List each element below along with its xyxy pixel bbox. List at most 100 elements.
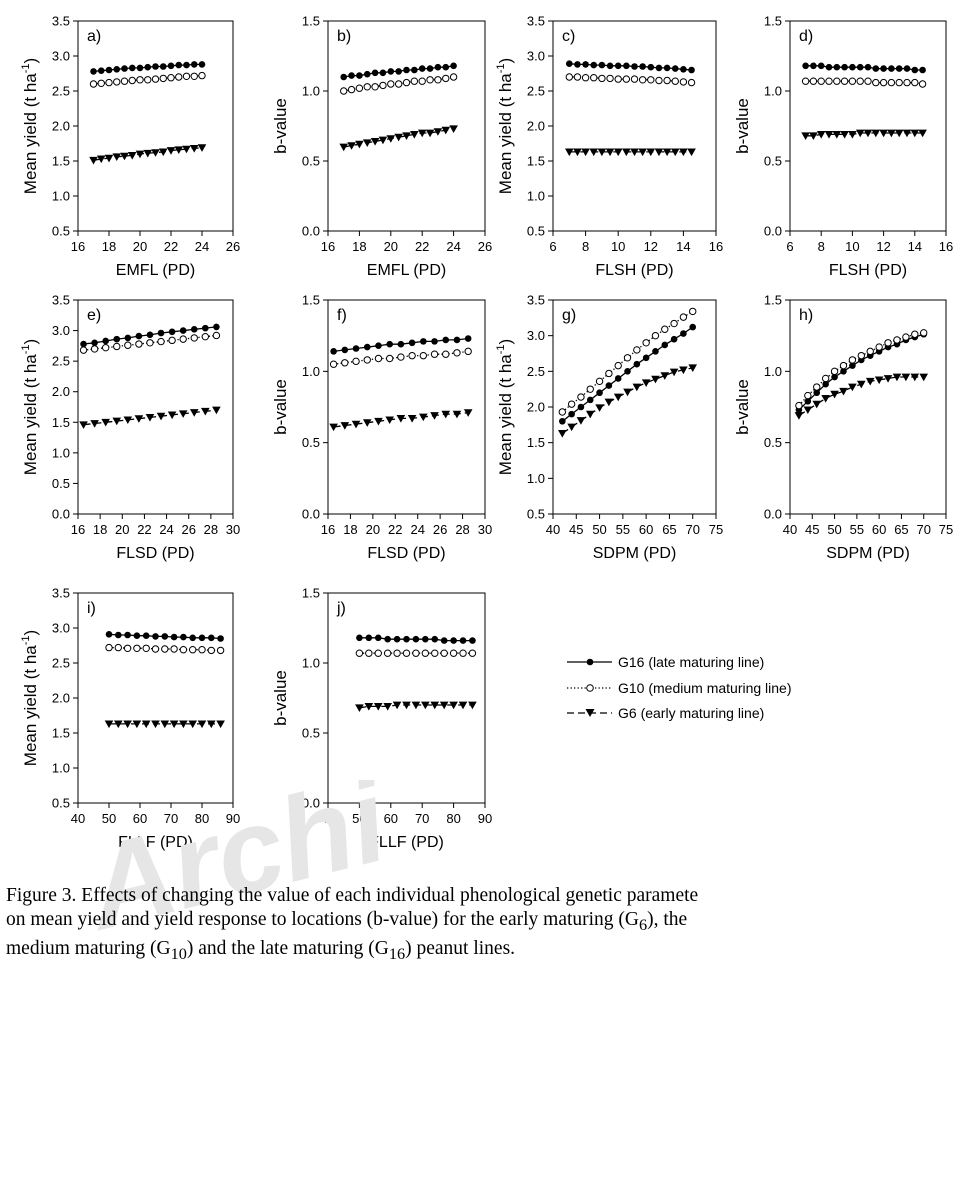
series-line (805, 65, 923, 71)
data-point (459, 649, 467, 657)
data-point (152, 63, 159, 70)
data-point (430, 350, 439, 358)
data-point (840, 77, 849, 85)
data-point (144, 76, 152, 84)
x-tick-label: 40 (546, 522, 560, 537)
series-g10 (795, 329, 928, 410)
data-point (374, 649, 382, 657)
legend-entry-g10: G10 (medium maturing line) (567, 680, 792, 696)
caption-part-3: ), the (647, 909, 688, 930)
data-point (114, 643, 123, 652)
data-point (420, 338, 427, 345)
panel-label: f) (337, 307, 347, 324)
data-point (183, 61, 190, 69)
y-axis-label: b-value (733, 98, 752, 154)
data-point (170, 633, 178, 641)
y-tick-label: 3.0 (52, 621, 70, 636)
x-tick-label: 30 (226, 522, 240, 537)
data-point (459, 637, 467, 644)
y-tick-label: 1.5 (527, 435, 545, 450)
y-tick-label: 2.0 (527, 119, 545, 134)
data-point (565, 73, 573, 81)
data-point (394, 133, 403, 142)
y-tick-label: 2.0 (527, 400, 545, 415)
x-tick-label: 50 (102, 811, 116, 826)
data-point (613, 393, 623, 402)
data-point (849, 63, 856, 71)
data-point (452, 410, 462, 419)
y-tick-label: 0.5 (52, 796, 70, 811)
data-point (825, 63, 833, 71)
data-point (440, 637, 448, 644)
x-tick-label: 24 (446, 239, 460, 254)
data-point (809, 77, 818, 85)
data-point (458, 701, 468, 710)
x-tick-label: 65 (662, 522, 676, 537)
series-line (569, 63, 692, 71)
data-point (419, 413, 428, 422)
data-point (383, 703, 392, 711)
y-tick-label: 1.5 (52, 726, 70, 741)
data-point (441, 410, 451, 419)
data-point (671, 65, 679, 72)
data-point (894, 129, 904, 138)
data-point (832, 131, 842, 139)
panel-d: 0.0 0.5 1.0 1.5 6 8 10 12 14 16 FLSH (PD) b-value d) (733, 14, 953, 280)
data-point (179, 335, 187, 343)
data-point (864, 77, 872, 85)
panel-f: 0.0 0.5 1.0 1.5 16 18 20 22 24 26 28 30 FLSD (PD) b-v… (271, 293, 492, 563)
data-point (568, 410, 575, 418)
x-axis-label: FLSD (PD) (367, 545, 445, 562)
data-point (679, 78, 688, 86)
data-point (830, 367, 839, 376)
data-point (442, 63, 450, 71)
plot-frame (327, 592, 486, 804)
data-point (449, 701, 458, 710)
data-point (408, 351, 416, 360)
data-point (212, 406, 221, 415)
panel-c: 0.5 1.0 1.5 2.0 2.5 3.0 3.5 6 8 10 12 14 16 FLSH (PD)… (495, 14, 723, 280)
series-g6 (104, 720, 225, 729)
data-point (348, 72, 355, 79)
data-point (573, 148, 582, 157)
y-tick-label: 3.5 (52, 586, 70, 601)
data-point (421, 701, 430, 710)
data-point (123, 720, 132, 729)
series-g6 (79, 406, 221, 429)
data-point (123, 416, 133, 425)
caption-part-5: ) and the late maturing (G (186, 937, 389, 959)
data-point (464, 335, 472, 342)
data-point (590, 61, 598, 69)
data-point (689, 323, 697, 331)
data-point (880, 65, 887, 72)
series-g10 (79, 331, 221, 354)
data-point (190, 326, 198, 333)
x-tick-label: 14 (676, 239, 690, 254)
data-point (848, 131, 857, 139)
data-point (590, 74, 598, 82)
data-point (419, 351, 428, 360)
x-tick-label: 70 (415, 811, 429, 826)
data-point (90, 345, 99, 353)
data-point (379, 69, 387, 77)
data-point (598, 61, 606, 69)
data-point (397, 353, 405, 361)
y-tick-label: 1.0 (52, 761, 70, 776)
y-tick-label: 0.5 (52, 476, 70, 491)
x-tick-label: 28 (204, 522, 218, 537)
data-point (216, 646, 225, 655)
data-point (167, 411, 177, 420)
y-tick-label: 2.5 (52, 656, 70, 671)
x-tick-label: 45 (569, 522, 583, 537)
panel-label: c) (562, 28, 575, 45)
data-point (374, 354, 383, 363)
data-point (105, 643, 113, 652)
data-point (641, 379, 651, 387)
data-point (903, 65, 911, 72)
caption-sub-16: 16 (388, 944, 406, 963)
data-point (101, 418, 110, 427)
data-point (341, 346, 349, 354)
x-tick-label: 22 (388, 522, 402, 537)
data-point (216, 720, 225, 729)
data-point (379, 81, 387, 90)
